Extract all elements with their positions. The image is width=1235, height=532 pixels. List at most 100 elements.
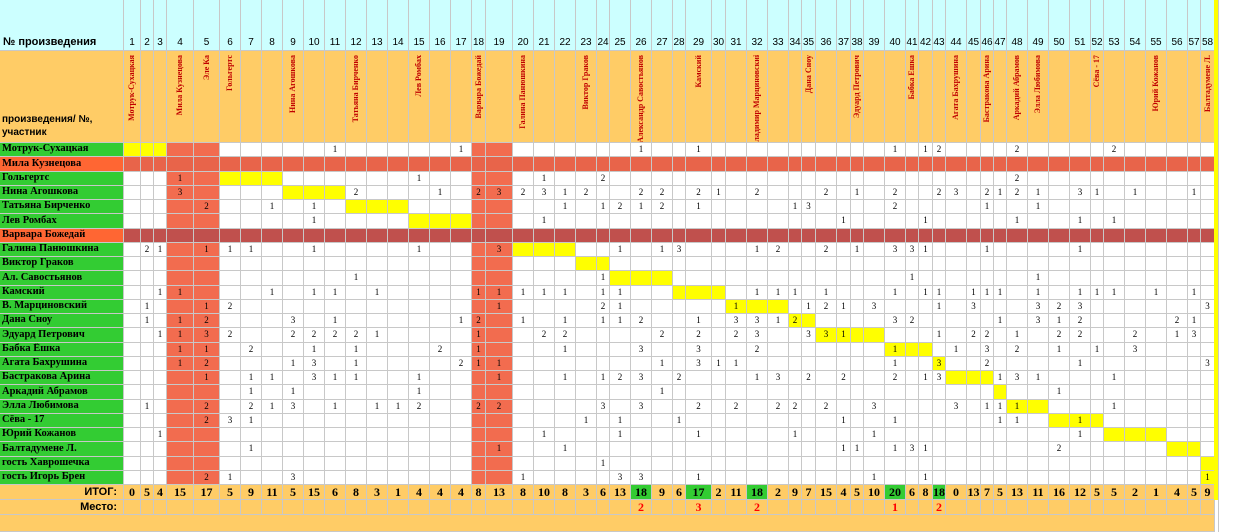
score-cell[interactable] [513, 328, 534, 343]
score-cell[interactable] [1201, 285, 1215, 300]
score-cell[interactable] [885, 271, 906, 286]
score-cell[interactable] [346, 314, 367, 329]
score-cell[interactable] [837, 185, 851, 200]
score-cell[interactable] [1146, 314, 1167, 329]
score-cell[interactable] [789, 456, 802, 471]
score-cell[interactable] [597, 442, 610, 457]
score-cell[interactable] [451, 342, 472, 357]
score-cell[interactable]: 1 [194, 242, 220, 257]
score-cell[interactable] [451, 185, 472, 200]
score-cell[interactable] [1049, 456, 1070, 471]
score-cell[interactable]: 1 [864, 470, 885, 485]
score-cell[interactable]: 2 [933, 185, 946, 200]
score-cell[interactable] [652, 257, 673, 272]
score-cell[interactable] [388, 356, 409, 371]
score-cell[interactable] [906, 171, 919, 186]
score-cell[interactable] [1146, 257, 1167, 272]
score-cell[interactable]: 1 [167, 328, 194, 343]
score-cell[interactable] [262, 314, 283, 329]
score-cell[interactable] [652, 299, 673, 314]
score-cell[interactable]: 1 [631, 143, 652, 158]
author-header-18[interactable]: Варвара Божедай [472, 51, 486, 143]
score-cell[interactable]: 3 [486, 242, 513, 257]
score-cell[interactable]: 3 [885, 314, 906, 329]
score-cell[interactable] [124, 200, 141, 215]
score-cell[interactable] [816, 171, 837, 186]
author-header-10[interactable] [304, 51, 325, 143]
column-number-56[interactable]: 56 [1167, 0, 1188, 51]
total-cell[interactable]: 12 [1070, 485, 1091, 500]
score-cell[interactable] [631, 385, 652, 400]
score-cell[interactable] [885, 157, 906, 172]
author-header-55[interactable]: Юрий Кожанов [1146, 51, 1167, 143]
score-cell[interactable] [906, 143, 919, 158]
score-cell[interactable] [430, 428, 451, 443]
score-cell[interactable]: 1 [686, 470, 712, 485]
score-cell[interactable] [1091, 143, 1104, 158]
score-cell[interactable]: 1 [967, 285, 981, 300]
score-cell[interactable] [906, 257, 919, 272]
score-cell[interactable] [141, 257, 154, 272]
column-number-54[interactable]: 54 [1125, 0, 1146, 51]
score-cell[interactable] [409, 157, 430, 172]
place-cell[interactable] [726, 500, 747, 515]
score-cell[interactable] [513, 342, 534, 357]
score-cell[interactable] [652, 157, 673, 172]
score-cell[interactable] [864, 228, 885, 243]
score-cell[interactable] [241, 228, 262, 243]
score-cell[interactable] [124, 413, 141, 428]
column-number-52[interactable]: 52 [1091, 0, 1104, 51]
author-header-20[interactable]: Галина Панюшкина [513, 51, 534, 143]
score-cell[interactable] [919, 342, 933, 357]
score-cell[interactable] [555, 157, 576, 172]
score-cell[interactable] [686, 214, 712, 229]
score-cell[interactable] [534, 385, 555, 400]
score-cell[interactable] [946, 442, 967, 457]
score-cell[interactable] [981, 442, 994, 457]
score-cell[interactable] [712, 342, 726, 357]
score-cell[interactable]: 1 [472, 285, 486, 300]
score-cell[interactable] [851, 314, 864, 329]
score-cell[interactable]: 3 [946, 185, 967, 200]
score-cell[interactable] [576, 257, 597, 272]
score-cell[interactable] [851, 157, 864, 172]
score-cell[interactable] [388, 328, 409, 343]
score-cell[interactable] [141, 285, 154, 300]
score-cell[interactable]: 3 [967, 299, 981, 314]
score-cell[interactable] [430, 442, 451, 457]
author-header-2[interactable] [141, 51, 154, 143]
score-cell[interactable] [851, 271, 864, 286]
score-cell[interactable] [325, 456, 346, 471]
column-number-50[interactable]: 50 [1049, 0, 1070, 51]
score-cell[interactable] [141, 456, 154, 471]
score-cell[interactable]: 1 [994, 371, 1007, 386]
score-cell[interactable] [346, 200, 367, 215]
score-cell[interactable] [409, 328, 430, 343]
place-cell[interactable] [241, 500, 262, 515]
score-cell[interactable] [712, 328, 726, 343]
score-cell[interactable] [967, 456, 981, 471]
score-cell[interactable] [451, 399, 472, 414]
score-cell[interactable] [141, 271, 154, 286]
score-cell[interactable] [673, 271, 686, 286]
score-cell[interactable] [712, 143, 726, 158]
score-cell[interactable]: 2 [933, 143, 946, 158]
participant-name[interactable]: Эдуард Петрович [0, 328, 124, 343]
place-cell[interactable] [472, 500, 486, 515]
score-cell[interactable] [409, 143, 430, 158]
score-cell[interactable] [946, 228, 967, 243]
score-cell[interactable]: 1 [686, 428, 712, 443]
score-cell[interactable] [967, 413, 981, 428]
score-cell[interactable] [946, 214, 967, 229]
score-cell[interactable] [747, 157, 768, 172]
score-cell[interactable]: 2 [486, 399, 513, 414]
score-cell[interactable] [768, 171, 789, 186]
score-cell[interactable]: 1 [885, 356, 906, 371]
score-cell[interactable] [1007, 356, 1028, 371]
score-cell[interactable] [1167, 271, 1188, 286]
score-cell[interactable] [576, 314, 597, 329]
score-cell[interactable] [1125, 257, 1146, 272]
score-cell[interactable]: 1 [1049, 342, 1070, 357]
score-cell[interactable]: 3 [631, 399, 652, 414]
score-cell[interactable] [673, 342, 686, 357]
